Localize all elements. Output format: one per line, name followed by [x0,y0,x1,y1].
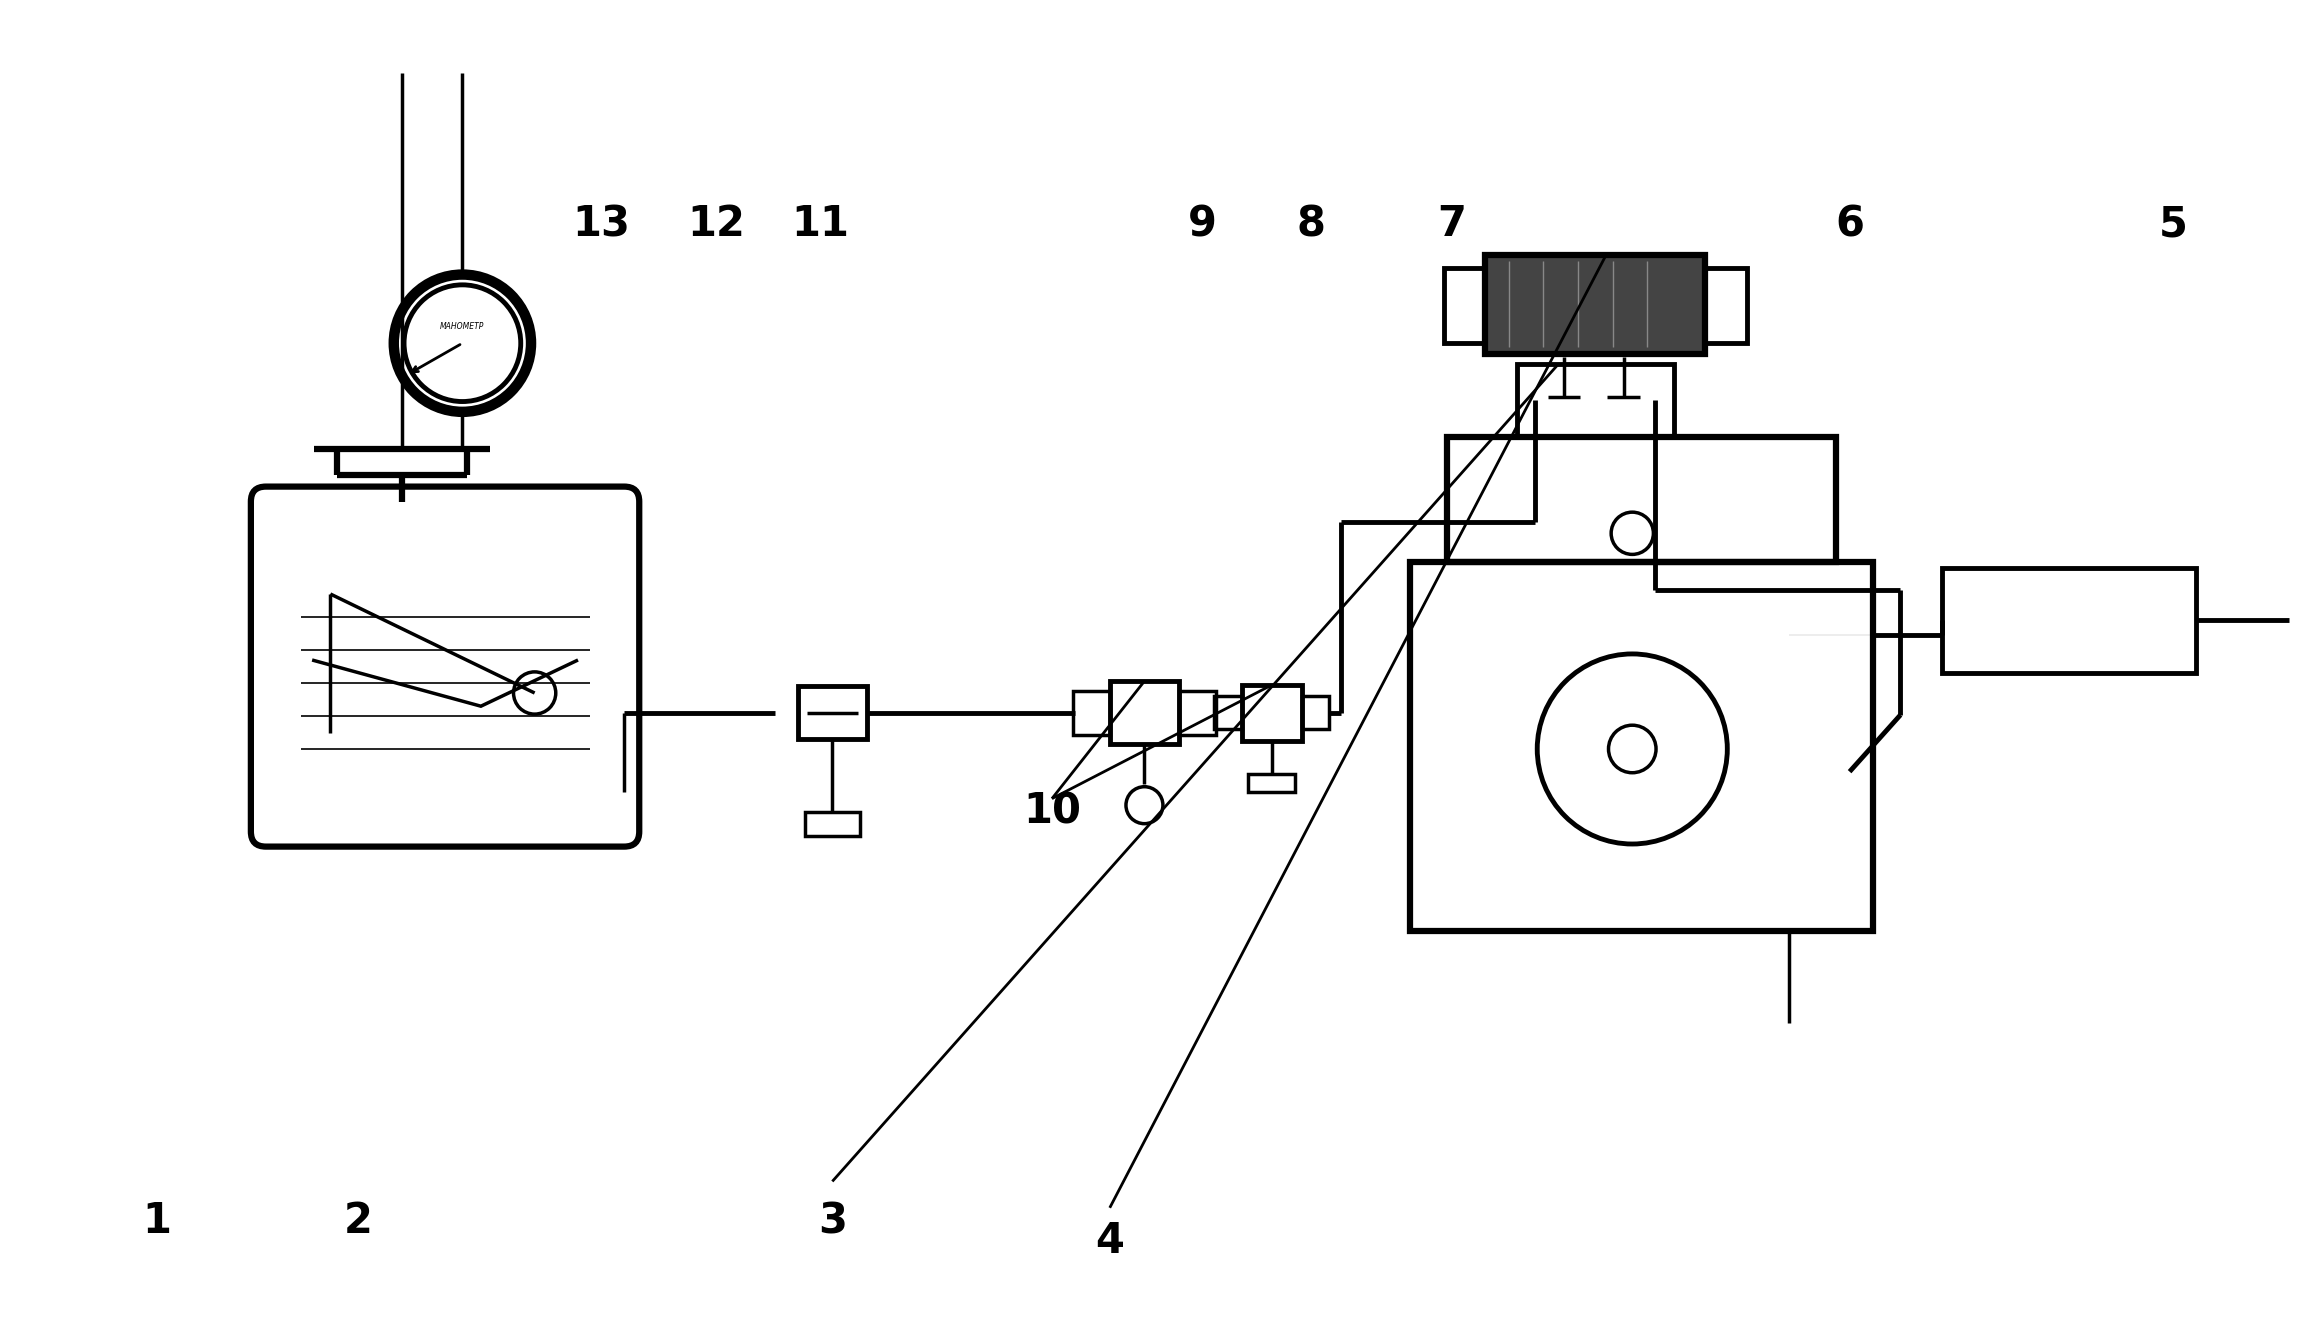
Text: 9: 9 [1188,203,1216,246]
Bar [1302,696,1329,730]
Text: 3: 3 [818,1200,846,1242]
Bar [798,686,867,739]
Text: 13: 13 [571,203,631,246]
Text: 5: 5 [2159,203,2187,246]
Bar [1942,568,2196,673]
Text: 11: 11 [791,203,851,246]
Bar [1248,774,1295,792]
FancyBboxPatch shape [252,487,638,846]
Bar [805,812,860,836]
Bar [1073,690,1110,735]
Text: 7: 7 [1438,203,1466,246]
Bar [1110,681,1179,744]
Bar [1179,690,1216,735]
Bar [1242,685,1302,741]
Text: 4: 4 [1096,1220,1124,1262]
Text: 6: 6 [1836,203,1863,246]
Text: 2: 2 [344,1200,372,1242]
Bar [1517,364,1674,437]
Bar [1214,696,1242,730]
Text: 1: 1 [143,1200,171,1242]
Bar [1484,255,1704,354]
Bar [1447,437,1836,562]
Text: 12: 12 [687,203,747,246]
Bar [1704,268,1748,343]
Text: МАНОМЕТР: МАНОМЕТР [439,322,486,330]
Circle shape [405,285,520,401]
Text: 10: 10 [1022,791,1082,833]
Bar [1410,562,1873,931]
Bar [1443,268,1484,343]
Text: 8: 8 [1297,203,1325,246]
